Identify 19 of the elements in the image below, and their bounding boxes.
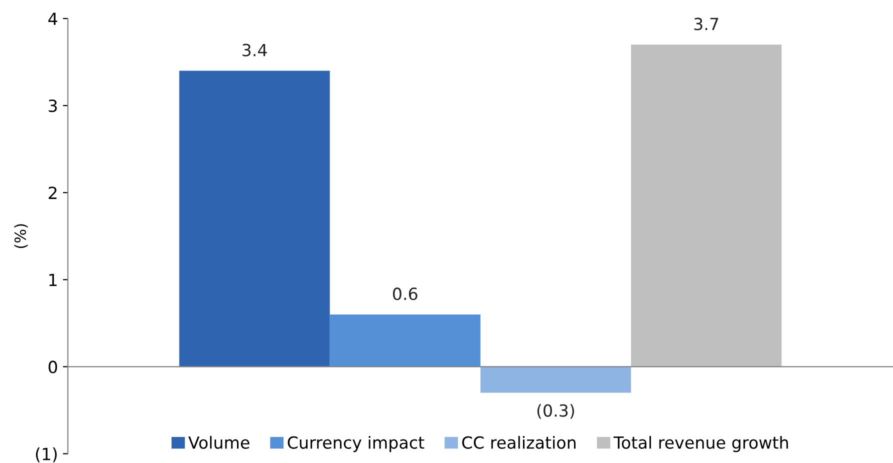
data-label: 3.7 (694, 18, 718, 30)
legend-label: Total revenue growth (614, 436, 788, 452)
y-tick-label: 3 (48, 100, 57, 112)
y-tick-label: (1) (36, 447, 57, 462)
bar (631, 44, 782, 367)
y-tick-label: 4 (48, 12, 58, 25)
y-tick-label: 0 (48, 360, 58, 374)
legend-label: Currency impact (288, 436, 424, 452)
data-label: (0.3) (537, 404, 574, 419)
data-label: 0.6 (392, 288, 418, 300)
y-tick-label: 1 (49, 274, 57, 286)
bar (480, 366, 632, 393)
y-tick-label: 2 (48, 186, 56, 199)
legend-label: CC realization (462, 436, 576, 449)
data-label: 3.4 (242, 44, 267, 56)
legend-label: Volume (188, 436, 250, 449)
y-axis-title: (%) (14, 224, 28, 248)
bar (330, 314, 480, 367)
bar (179, 70, 330, 367)
